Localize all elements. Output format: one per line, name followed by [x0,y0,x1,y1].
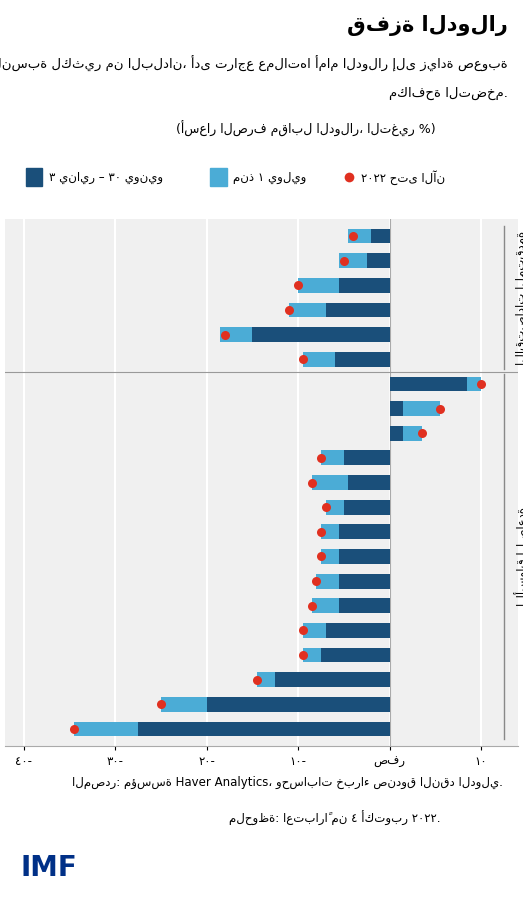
Bar [210,169,226,186]
Bar [339,253,367,268]
Bar [275,673,390,687]
Bar [339,549,390,564]
Bar [303,648,321,663]
Text: IMF: IMF [20,854,77,882]
Bar [303,352,335,367]
Bar [220,327,253,342]
Bar [468,377,481,391]
Text: الأسواق الصاعدة: الأسواق الصاعدة [515,507,523,606]
Bar [321,525,339,539]
Bar [298,278,339,292]
Text: الاقتصادات المتقدمة: الاقتصادات المتقدمة [515,231,523,365]
Bar [253,327,390,342]
Text: (أسعار الصرف مقابل الدولار، التغير %): (أسعار الصرف مقابل الدولار، التغير %) [176,120,436,136]
Text: مكافحة التضخم.: مكافحة التضخم. [389,87,507,100]
Text: ٢٠٢٢ حتى الآن: ٢٠٢٢ حتى الآن [361,170,446,185]
Text: ملحوظة: اعتباراً من ٤ أكتوبر ٢٠٢٢.: ملحوظة: اعتباراً من ٤ أكتوبر ٢٠٢٢. [230,812,441,826]
Bar [335,352,390,367]
Bar [321,648,390,663]
Bar [321,450,344,466]
Bar [26,169,42,186]
Bar [312,475,348,490]
Bar [348,475,390,490]
Text: قفزة الدولار: قفزة الدولار [347,15,507,36]
Bar [207,697,390,711]
Bar [138,721,390,736]
Bar [325,500,344,515]
Bar [403,401,440,416]
Bar [289,302,325,318]
Bar [390,377,468,391]
Bar [321,549,339,564]
Bar [339,525,390,539]
Bar [403,426,422,440]
Bar [303,623,325,638]
Text: المصدر: مؤسسة Haver Analytics، وحسابات خبراء صندوق النقد الدولي.: المصدر: مؤسسة Haver Analytics، وحسابات خ… [72,776,503,788]
Bar [325,623,390,638]
Bar [371,229,390,243]
Bar [390,426,403,440]
Text: بالنسبة لكثير من البلدان، أدى تراجع عملاتها أمام الدولار إلى زيادة صعوبة: بالنسبة لكثير من البلدان، أدى تراجع عملا… [0,56,507,73]
Bar [161,697,207,711]
Bar [339,574,390,588]
Bar [257,673,275,687]
Bar [312,598,339,614]
Bar [344,500,390,515]
Bar [339,278,390,292]
Bar [390,401,403,416]
Bar [344,450,390,466]
Bar [325,302,390,318]
Bar [339,598,390,614]
Text: ٣ يناير – ٣٠ يونيو: ٣ يناير – ٣٠ يونيو [49,170,163,184]
Bar [74,721,138,736]
Bar [348,229,371,243]
Bar [316,574,339,588]
Bar [367,253,390,268]
Text: منذ ١ يوليو: منذ ١ يوليو [233,170,306,184]
